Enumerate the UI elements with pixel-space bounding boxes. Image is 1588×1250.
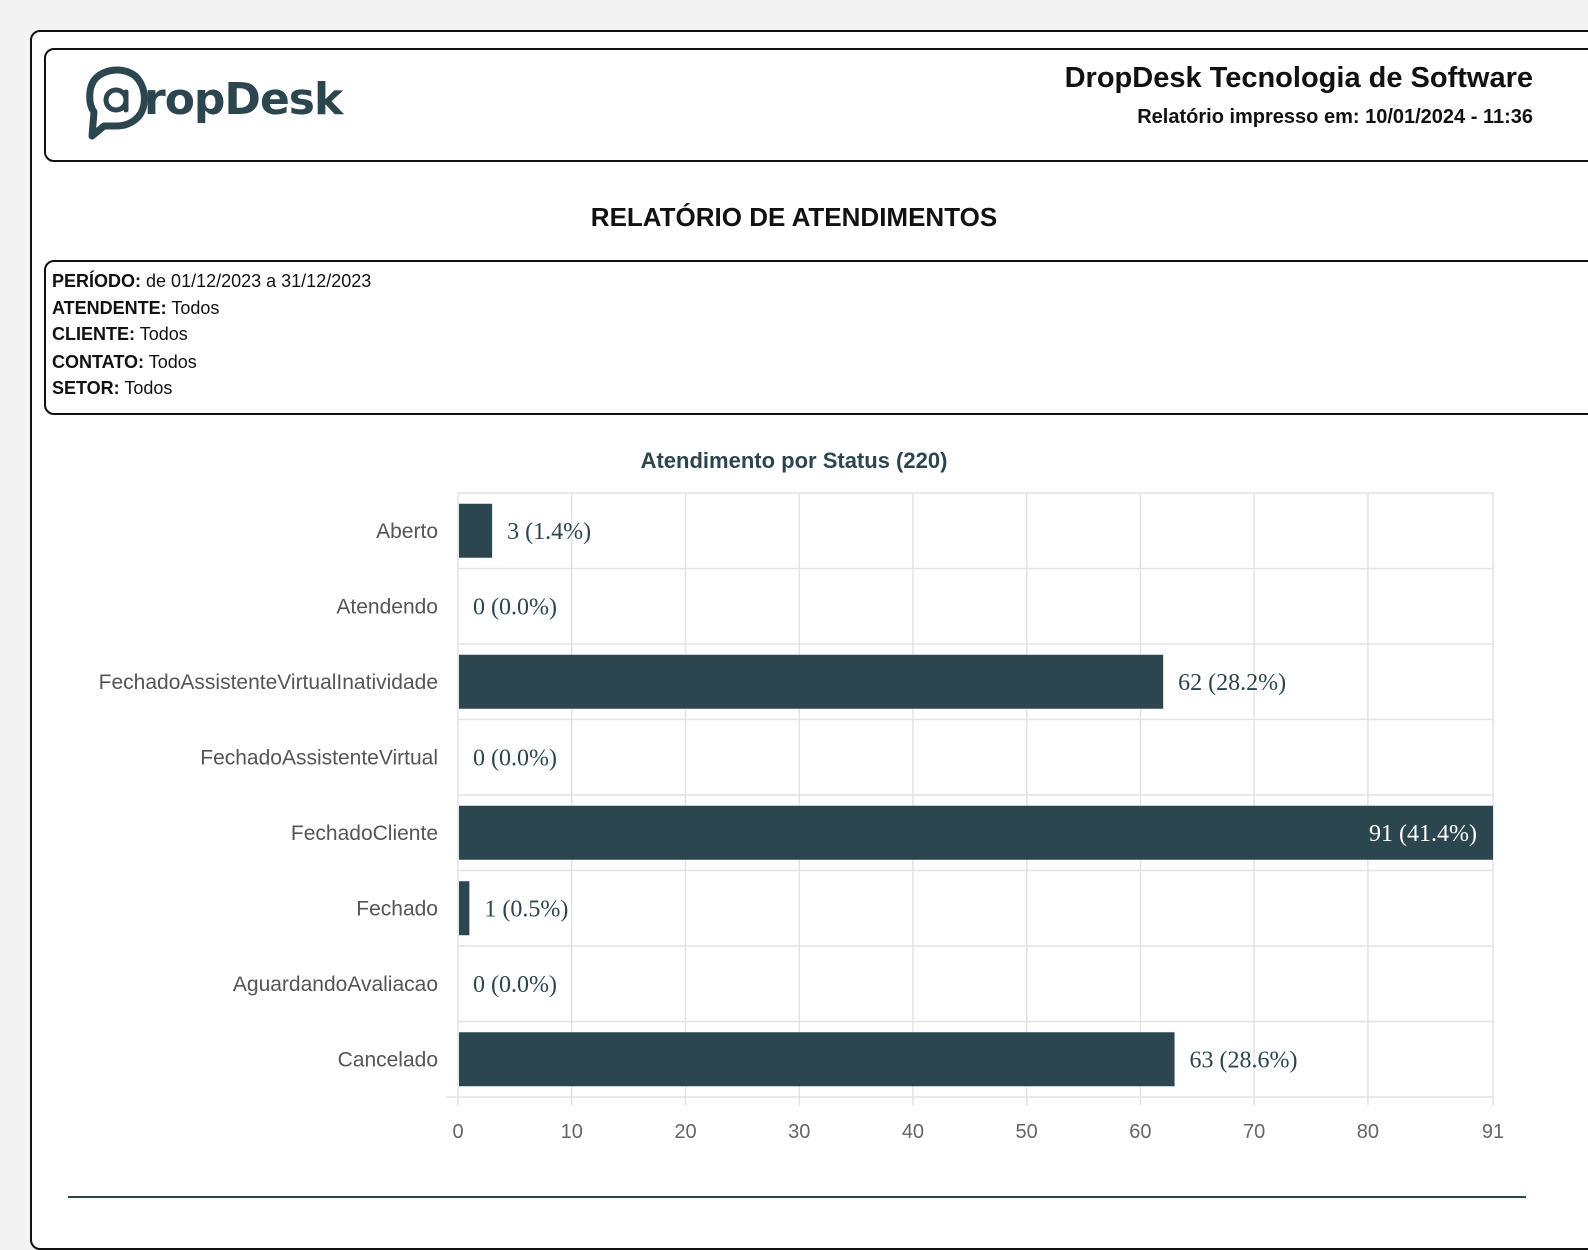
bar <box>459 1032 1175 1087</box>
data-label: 0 (0.0%) <box>473 594 557 620</box>
filter-value: Todos <box>148 352 197 372</box>
x-tick-label: 60 <box>1129 1121 1151 1143</box>
footer-divider <box>68 1196 1526 1198</box>
bar <box>459 881 470 936</box>
printed-timestamp: Relatório impresso em: 10/01/2024 - 11:3… <box>1137 106 1533 128</box>
company-name: DropDesk Tecnologia de Software <box>1064 62 1533 94</box>
filter-value: Todos <box>171 298 220 318</box>
category-label: FechadoAssistenteVirtual <box>200 746 438 769</box>
x-tick-label: 91 <box>1482 1121 1504 1143</box>
filter-label: PERÍODO: <box>52 271 142 291</box>
x-tick-label: 0 <box>452 1121 463 1143</box>
filter-setor: SETOR: Todos <box>52 378 172 399</box>
filter-periodo: PERÍODO: de 01/12/2023 a 31/12/2023 <box>52 271 371 292</box>
dropdesk-logo-icon <box>86 66 148 140</box>
category-label: AguardandoAvaliacao <box>233 973 438 996</box>
x-tick-label: 50 <box>1016 1121 1038 1143</box>
logo-text: ropDesk <box>144 74 343 125</box>
filter-value: Todos <box>124 378 173 398</box>
x-tick-label: 70 <box>1243 1121 1265 1143</box>
data-label: 62 (28.2%) <box>1178 670 1286 696</box>
data-label: 3 (1.4%) <box>507 519 591 545</box>
x-tick-label: 80 <box>1357 1121 1379 1143</box>
status-bar-chart: 0 10 20 30 40 50 60 70 80 91 Aberto 3 (1.4%) Atenden… <box>99 492 1504 1143</box>
x-tick-label: 20 <box>674 1121 696 1143</box>
filter-atendente: ATENDENTE: Todos <box>52 298 219 319</box>
filter-label: CONTATO: <box>52 352 144 372</box>
x-tick-label: 40 <box>902 1121 924 1143</box>
data-label: 1 (0.5%) <box>484 896 568 922</box>
chart-title: Atendimento por Status (220) <box>640 448 948 473</box>
filter-label: CLIENTE: <box>52 324 135 344</box>
filters-panel <box>44 260 1588 415</box>
report-title: RELATÓRIO DE ATENDIMENTOS <box>590 202 998 232</box>
x-tick-label: 30 <box>788 1121 810 1143</box>
data-label: 0 (0.0%) <box>473 972 557 998</box>
data-label: 63 (28.6%) <box>1190 1047 1298 1073</box>
category-label: FechadoAssistenteVirtualInatividade <box>99 671 438 694</box>
x-tick-label: 10 <box>561 1121 583 1143</box>
filter-contato: CONTATO: Todos <box>52 352 197 373</box>
filter-value: Todos <box>139 324 188 344</box>
data-label: 91 (41.4%) <box>1369 821 1477 847</box>
data-label: 0 (0.0%) <box>473 745 557 771</box>
category-label: Fechado <box>356 897 438 920</box>
report-header <box>44 48 1588 162</box>
category-label: Cancelado <box>338 1048 438 1071</box>
filter-label: SETOR: <box>52 378 120 398</box>
category-label: Atendendo <box>336 595 438 618</box>
filter-value: de 01/12/2023 a 31/12/2023 <box>146 271 372 291</box>
filter-label: ATENDENTE: <box>52 298 167 318</box>
bar <box>459 805 1493 860</box>
filter-cliente: CLIENTE: Todos <box>52 324 188 345</box>
category-label: Aberto <box>376 520 438 543</box>
bar <box>459 503 493 558</box>
category-label: FechadoCliente <box>291 822 438 845</box>
bar <box>459 654 1164 709</box>
